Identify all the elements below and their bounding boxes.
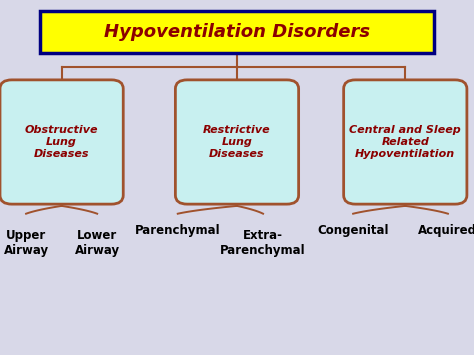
Text: Upper
Airway: Upper Airway [3,229,49,257]
Text: Lower
Airway: Lower Airway [74,229,120,257]
Text: Acquired: Acquired [419,224,474,237]
Text: Obstructive
Lung
Diseases: Obstructive Lung Diseases [25,125,99,159]
FancyBboxPatch shape [344,80,467,204]
Text: Central and Sleep
Related
Hypoventilation: Central and Sleep Related Hypoventilatio… [349,125,461,159]
Text: Hypoventilation Disorders: Hypoventilation Disorders [104,23,370,41]
Text: Restrictive
Lung
Diseases: Restrictive Lung Diseases [203,125,271,159]
Text: Extra-
Parenchymal: Extra- Parenchymal [220,229,306,257]
FancyBboxPatch shape [40,11,434,53]
FancyBboxPatch shape [0,80,123,204]
Text: Congenital: Congenital [318,224,389,237]
Text: Parenchymal: Parenchymal [135,224,220,237]
FancyBboxPatch shape [175,80,299,204]
